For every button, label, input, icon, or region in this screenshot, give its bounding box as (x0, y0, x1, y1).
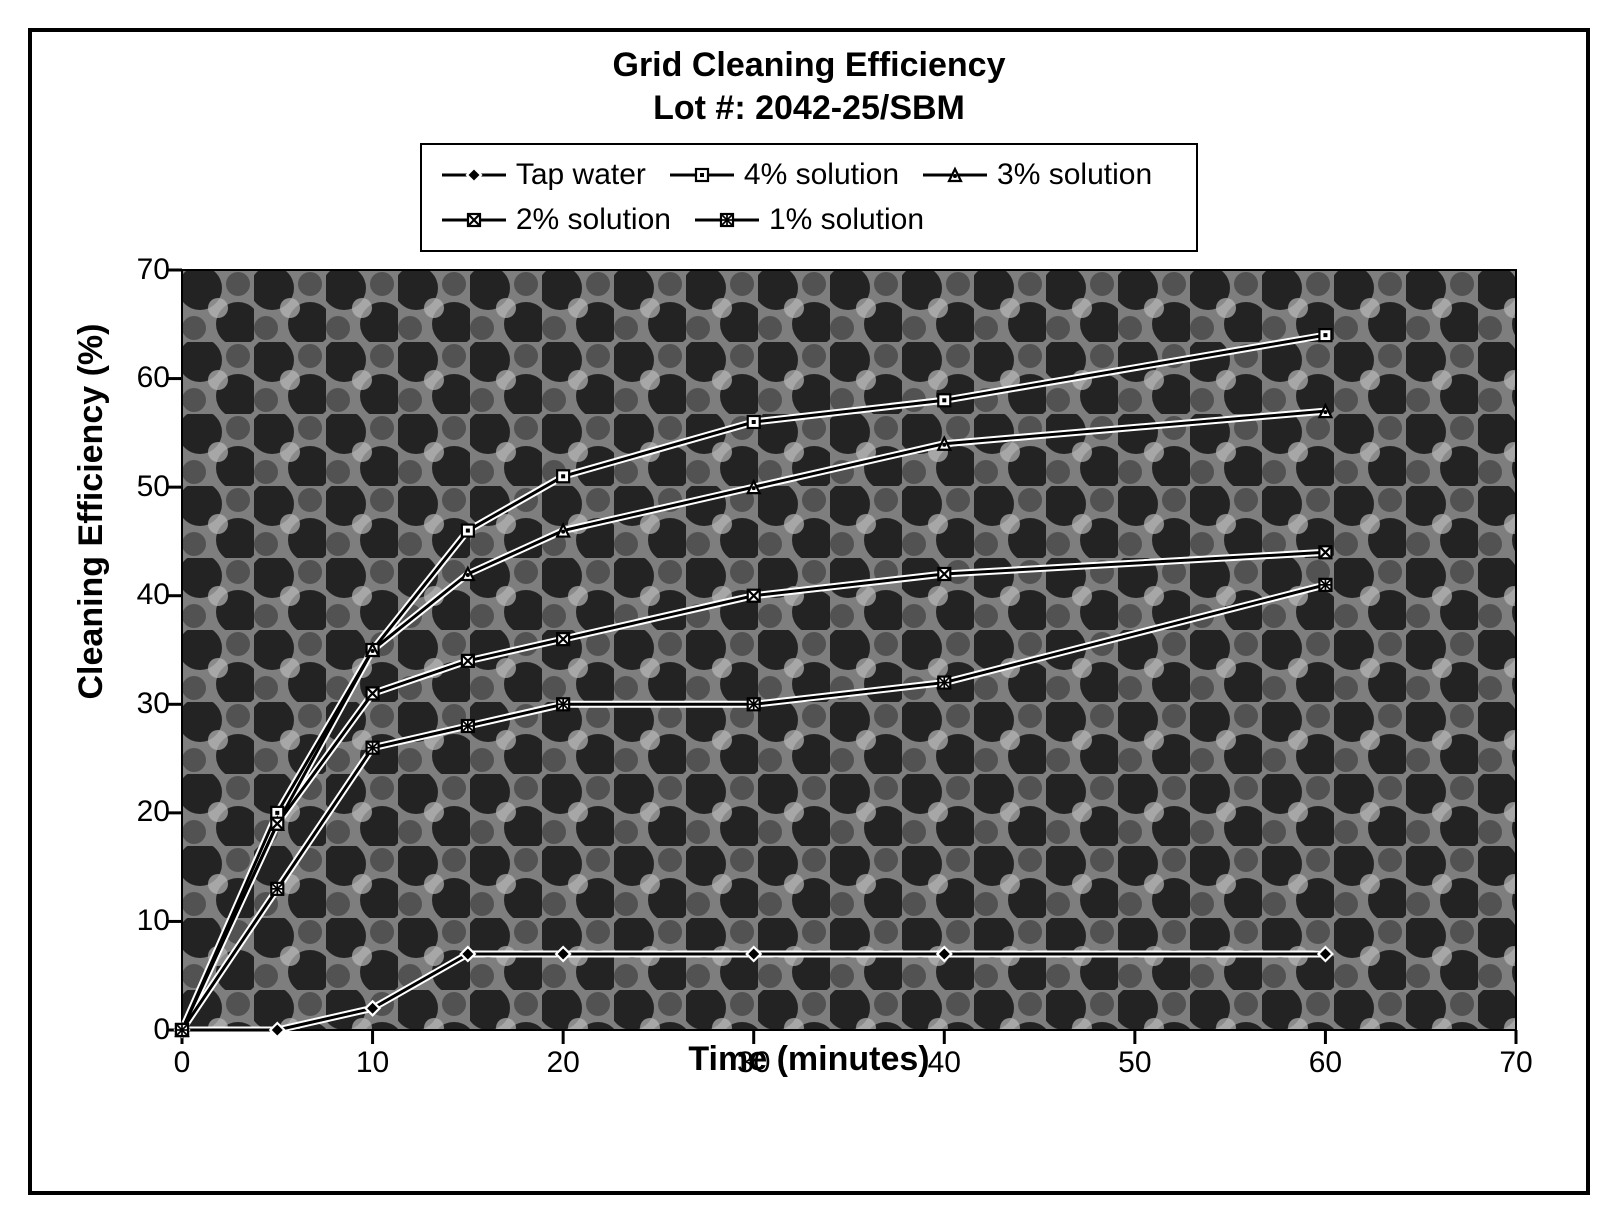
series-marker (748, 589, 760, 601)
x-tick-label: 30 (737, 1046, 770, 1080)
legend-label: 4% solution (744, 153, 899, 197)
legend-row: Tap water 4% solution 3% solution (442, 153, 1176, 198)
legend-item: 1% solution (695, 198, 924, 242)
series-marker (1319, 546, 1331, 558)
y-tick-label: 10 (110, 904, 170, 938)
chart-title: Grid Cleaning Efficiency Lot #: 2042-25/… (32, 44, 1586, 129)
x-tick-label: 20 (546, 1046, 579, 1080)
x-axis-title: Time (minutes) (32, 1040, 1586, 1079)
series-marker (367, 687, 379, 699)
y-tick-label: 60 (110, 361, 170, 395)
legend-label: 3% solution (997, 153, 1152, 197)
series-marker (938, 676, 950, 688)
y-tick-label: 30 (110, 687, 170, 721)
legend-label: Tap water (516, 153, 646, 197)
y-axis-title: Cleaning Efficiency (%) (72, 323, 111, 699)
y-tick-label: 20 (110, 795, 170, 829)
legend-marker-icon (923, 164, 987, 186)
series-marker (1319, 329, 1331, 341)
figure-frame: Grid Cleaning Efficiency Lot #: 2042-25/… (0, 0, 1618, 1223)
figure-panel: Grid Cleaning Efficiency Lot #: 2042-25/… (28, 28, 1590, 1195)
plot-svg (182, 270, 1516, 1030)
series-marker (748, 416, 760, 428)
legend-item: 4% solution (670, 153, 899, 197)
series-marker (748, 698, 760, 710)
series-marker (557, 698, 569, 710)
series-marker (938, 394, 950, 406)
legend-marker-icon (442, 164, 506, 186)
series-marker (271, 817, 283, 829)
x-tick-label: 0 (174, 1046, 191, 1080)
chart-title-line-2: Lot #: 2042-25/SBM (32, 87, 1586, 130)
x-tick-label: 10 (356, 1046, 389, 1080)
legend-label: 1% solution (769, 198, 924, 242)
legend-row: 2% solution 1% solution (442, 198, 1176, 243)
y-tick-label: 40 (110, 578, 170, 612)
legend-marker-icon (442, 209, 506, 231)
y-tick-label: 50 (110, 470, 170, 504)
plot-background (182, 270, 1516, 1030)
series-marker (367, 741, 379, 753)
chart-title-line-1: Grid Cleaning Efficiency (32, 44, 1586, 87)
series-marker (557, 470, 569, 482)
legend-item: 3% solution (923, 153, 1152, 197)
series-marker (938, 568, 950, 580)
series-marker (176, 1024, 188, 1036)
series-marker (462, 720, 474, 732)
plot-area: 010203040506070010203040506070 (182, 270, 1516, 1030)
series-marker (462, 654, 474, 666)
legend-item: 2% solution (442, 198, 671, 242)
series-marker (271, 882, 283, 894)
legend-container: Tap water 4% solution 3% solution 2% sol… (32, 129, 1586, 270)
x-tick-label: 40 (928, 1046, 961, 1080)
series-marker (462, 524, 474, 536)
y-tick-label: 0 (110, 1013, 170, 1047)
x-tick-label: 50 (1118, 1046, 1151, 1080)
legend-marker-icon (670, 164, 734, 186)
legend-box: Tap water 4% solution 3% solution 2% sol… (420, 143, 1198, 252)
legend-marker-icon (695, 209, 759, 231)
series-marker (1319, 578, 1331, 590)
legend-label: 2% solution (516, 198, 671, 242)
x-tick-label: 70 (1499, 1046, 1532, 1080)
legend-item: Tap water (442, 153, 646, 197)
x-tick-label: 60 (1309, 1046, 1342, 1080)
series-marker (557, 633, 569, 645)
y-tick-label: 70 (110, 253, 170, 287)
